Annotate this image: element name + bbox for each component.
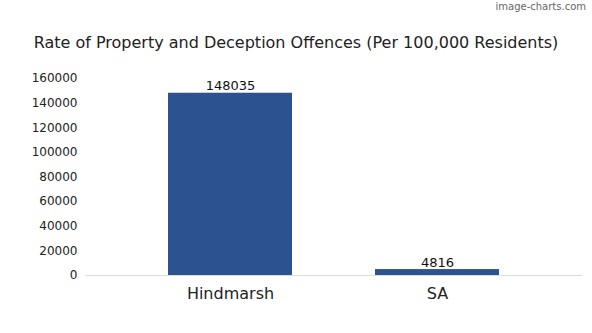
- svg-text:148035: 148035: [206, 78, 256, 93]
- svg-text:20000: 20000: [39, 244, 77, 258]
- svg-text:140000: 140000: [32, 96, 78, 110]
- svg-text:80000: 80000: [39, 170, 77, 184]
- svg-text:0: 0: [70, 268, 78, 282]
- svg-text:120000: 120000: [32, 121, 78, 135]
- html-text:Rate of Property and Deception: Rate of Property and Deception Offences …: [33, 33, 559, 52]
- svg-text:60000: 60000: [39, 194, 77, 208]
- html-text:image-charts.com: image-charts.com: [495, 1, 586, 12]
- svg-text:160000: 160000: [32, 71, 78, 85]
- svg-text:SA: SA: [427, 284, 448, 303]
- svg-text:Hindmarsh: Hindmarsh: [187, 284, 274, 303]
- svg-text:40000: 40000: [39, 219, 77, 233]
- svg-text:4816: 4816: [421, 255, 454, 270]
- svg-text:100000: 100000: [32, 145, 78, 159]
